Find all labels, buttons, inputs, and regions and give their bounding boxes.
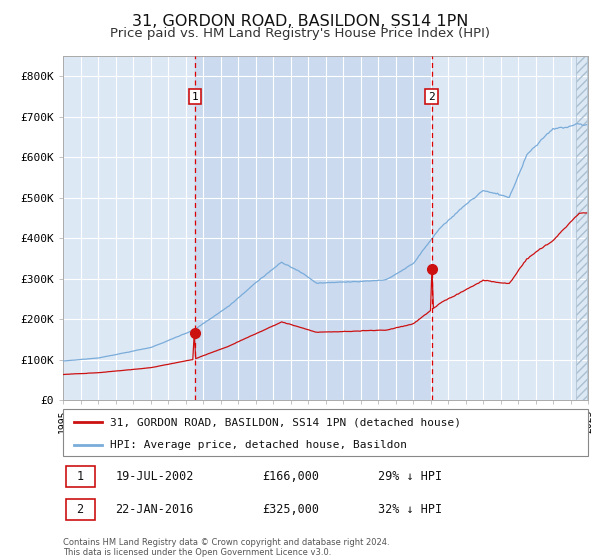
Text: 31, GORDON ROAD, BASILDON, SS14 1PN (detached house): 31, GORDON ROAD, BASILDON, SS14 1PN (det…	[110, 417, 461, 427]
Bar	[65, 499, 95, 520]
Text: 29% ↓ HPI: 29% ↓ HPI	[378, 470, 442, 483]
Text: 32% ↓ HPI: 32% ↓ HPI	[378, 503, 442, 516]
Text: 2: 2	[428, 91, 435, 101]
Text: 2: 2	[76, 503, 83, 516]
Text: £325,000: £325,000	[263, 503, 320, 516]
Text: 19-JUL-2002: 19-JUL-2002	[115, 470, 194, 483]
Text: 1: 1	[191, 91, 199, 101]
Text: 22-JAN-2016: 22-JAN-2016	[115, 503, 194, 516]
Bar	[65, 466, 95, 487]
Text: 1: 1	[76, 470, 83, 483]
Bar	[195, 56, 431, 400]
Text: Contains HM Land Registry data © Crown copyright and database right 2024.
This d: Contains HM Land Registry data © Crown c…	[63, 538, 389, 557]
Text: Price paid vs. HM Land Registry's House Price Index (HPI): Price paid vs. HM Land Registry's House …	[110, 27, 490, 40]
Text: 31, GORDON ROAD, BASILDON, SS14 1PN: 31, GORDON ROAD, BASILDON, SS14 1PN	[132, 14, 468, 29]
Text: £166,000: £166,000	[263, 470, 320, 483]
Text: HPI: Average price, detached house, Basildon: HPI: Average price, detached house, Basi…	[110, 440, 407, 450]
